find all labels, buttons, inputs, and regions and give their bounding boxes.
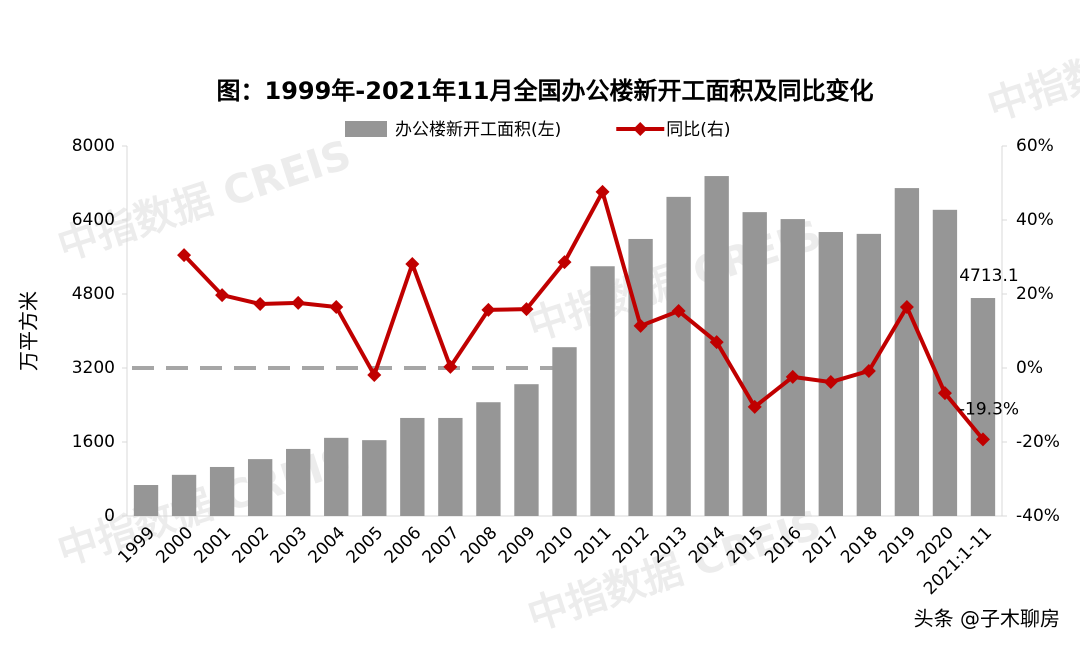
line-marker — [253, 296, 268, 311]
bar — [932, 209, 958, 516]
bar — [590, 266, 615, 516]
y-tick-label: 0 — [104, 506, 115, 526]
legend-swatch — [633, 122, 648, 136]
legend-label: 办公楼新开工面积(左) — [395, 120, 561, 140]
x-tick-label: 2009 — [495, 523, 540, 568]
bar — [894, 188, 920, 516]
x-tick-label: 2018 — [837, 523, 882, 568]
bar — [362, 440, 387, 516]
bar — [438, 417, 463, 516]
legend-swatch — [345, 121, 387, 137]
line-marker — [633, 318, 648, 333]
line-marker — [975, 432, 990, 447]
line-marker — [671, 304, 686, 319]
line-marker — [291, 295, 306, 310]
bar — [514, 384, 539, 516]
line — [182, 186, 985, 441]
line-marker — [405, 257, 420, 272]
line-marker — [443, 359, 458, 374]
bar — [209, 466, 235, 516]
line-marker — [785, 369, 800, 384]
y-tick-label: 3200 — [72, 358, 115, 378]
chart-title: 图：1999年-2021年11月全国办公楼新开工面积及同比变化 — [217, 77, 874, 105]
x-tick-label: 2004 — [305, 523, 350, 568]
y2-tick-label: 20% — [1016, 284, 1054, 304]
value-label: 4713.1 — [959, 266, 1018, 286]
y-tick-label: 6400 — [72, 210, 115, 230]
watermark: 中指数据 CREIS — [522, 502, 826, 640]
bar — [133, 485, 159, 516]
bar — [476, 402, 501, 516]
line-marker — [937, 386, 952, 401]
line-marker — [367, 368, 382, 383]
line-marker — [519, 302, 534, 317]
line-marker — [899, 299, 914, 314]
line-marker — [481, 302, 496, 317]
y2-tick-label: -20% — [1016, 432, 1060, 452]
bar — [171, 474, 197, 516]
line-marker — [215, 288, 230, 303]
bar — [324, 437, 349, 516]
x-tick-label: 2010 — [533, 523, 578, 568]
bar — [742, 212, 767, 516]
line-marker — [177, 248, 192, 263]
bar — [628, 238, 653, 516]
source: 头条 @子木聊房 — [914, 607, 1060, 631]
x-tick-label: 2019 — [875, 523, 920, 568]
x-tick-label: 2008 — [457, 523, 502, 568]
line-marker — [823, 375, 838, 390]
line-marker — [557, 255, 572, 270]
x-tick-label: 2007 — [419, 523, 464, 568]
x-tick-label: 2003 — [267, 523, 312, 568]
line-marker — [329, 299, 344, 314]
bar — [552, 347, 577, 516]
line-marker — [709, 335, 724, 350]
y-tick-label: 4800 — [72, 284, 115, 304]
y2-tick-label: 0% — [1016, 358, 1043, 378]
x-tick-label: 2002 — [228, 523, 273, 568]
x-tick-label: 2011 — [571, 523, 616, 568]
line-marker — [861, 363, 876, 378]
x-tick-label: 2006 — [381, 523, 426, 568]
y2-tick-label: 60% — [1016, 136, 1054, 156]
bar — [970, 298, 996, 516]
y-tick-label: 8000 — [72, 136, 115, 156]
value-label: -19.3% — [959, 399, 1019, 419]
bar — [286, 448, 311, 516]
line-marker — [747, 399, 762, 414]
watermark: 中指数据 CREIS — [982, 0, 1080, 130]
y2-tick-label: -40% — [1016, 506, 1060, 526]
legend-label: 同比(右) — [666, 120, 730, 140]
bar — [666, 196, 691, 516]
bar — [400, 417, 425, 516]
bar — [780, 219, 805, 516]
line-marker — [595, 184, 610, 199]
x-tick-label: 2005 — [343, 523, 388, 568]
bar — [818, 232, 843, 516]
y2-tick-label: 40% — [1016, 210, 1054, 230]
y-tick-label: 1600 — [72, 432, 115, 452]
bar — [247, 459, 273, 516]
y-axis-label: 万平方米 — [17, 291, 41, 371]
